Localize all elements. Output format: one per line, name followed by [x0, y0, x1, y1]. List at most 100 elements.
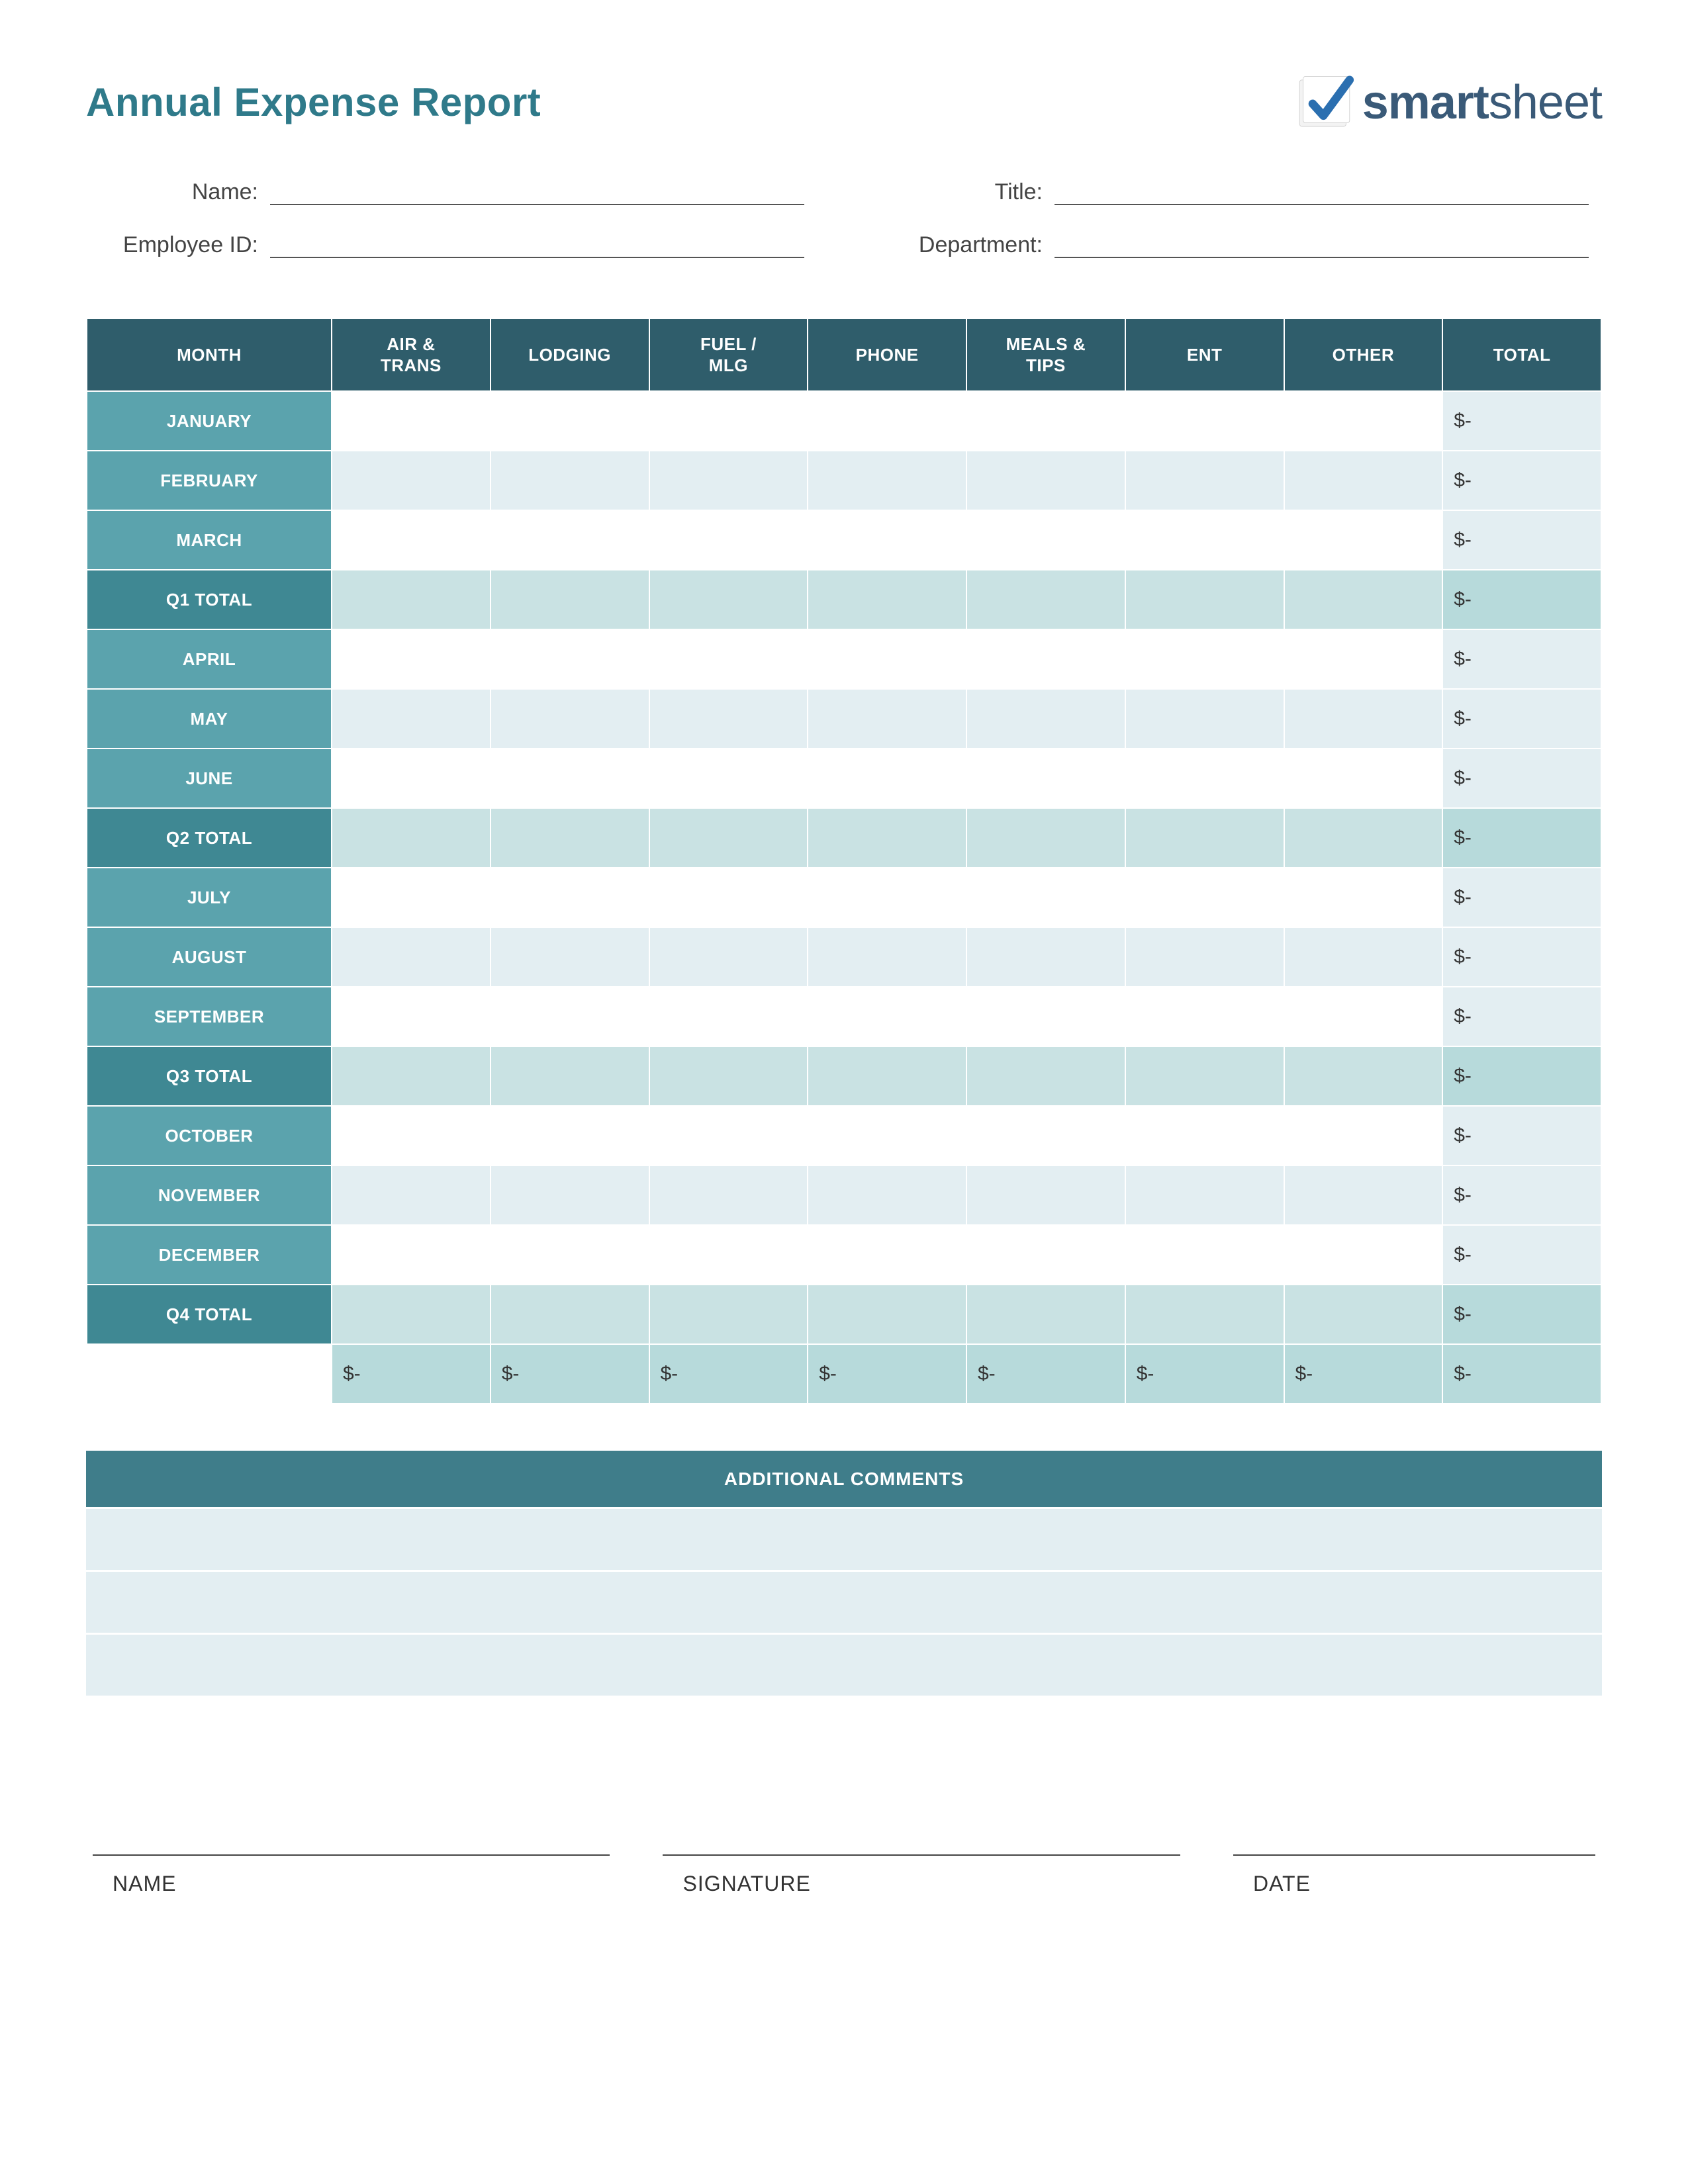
- expense-cell[interactable]: [491, 927, 649, 987]
- expense-cell[interactable]: [491, 1225, 649, 1285]
- expense-cell[interactable]: [1125, 629, 1284, 689]
- expense-cell[interactable]: [1125, 868, 1284, 927]
- expense-cell[interactable]: [491, 391, 649, 451]
- expense-cell[interactable]: [491, 868, 649, 927]
- expense-cell[interactable]: [808, 510, 966, 570]
- expense-cell[interactable]: [332, 1165, 491, 1225]
- name-input[interactable]: [270, 179, 804, 205]
- comments-row[interactable]: [86, 1507, 1602, 1570]
- expense-cell[interactable]: [332, 927, 491, 987]
- expense-cell[interactable]: [966, 629, 1125, 689]
- expense-cell[interactable]: [491, 629, 649, 689]
- expense-cell[interactable]: [649, 927, 808, 987]
- expense-cell[interactable]: [332, 987, 491, 1046]
- employee-id-input[interactable]: [270, 232, 804, 258]
- expense-cell[interactable]: [966, 868, 1125, 927]
- expense-cell[interactable]: [1125, 1165, 1284, 1225]
- expense-cell[interactable]: [332, 1225, 491, 1285]
- expense-cell[interactable]: [966, 451, 1125, 510]
- expense-cell[interactable]: [332, 510, 491, 570]
- expense-cell[interactable]: [808, 451, 966, 510]
- expense-cell[interactable]: [649, 1165, 808, 1225]
- expense-cell[interactable]: [1284, 927, 1443, 987]
- title-input[interactable]: [1055, 179, 1589, 205]
- expense-cell[interactable]: [1125, 749, 1284, 808]
- expense-cell[interactable]: [491, 1165, 649, 1225]
- expense-cell[interactable]: [1284, 510, 1443, 570]
- column-header: FUEL /MLG: [649, 318, 808, 391]
- comments-row[interactable]: [86, 1633, 1602, 1696]
- expense-cell[interactable]: [649, 1225, 808, 1285]
- expense-cell[interactable]: [332, 391, 491, 451]
- expense-cell[interactable]: [649, 749, 808, 808]
- expense-cell[interactable]: [966, 510, 1125, 570]
- expense-cell[interactable]: [1125, 391, 1284, 451]
- expense-cell[interactable]: [649, 510, 808, 570]
- expense-cell[interactable]: [1125, 987, 1284, 1046]
- expense-cell[interactable]: [1284, 1165, 1443, 1225]
- expense-cell[interactable]: [808, 987, 966, 1046]
- expense-cell[interactable]: [491, 689, 649, 749]
- expense-cell[interactable]: [966, 927, 1125, 987]
- table-row: FEBRUARY$-: [87, 451, 1601, 510]
- expense-cell[interactable]: [491, 451, 649, 510]
- expense-cell[interactable]: [1284, 1225, 1443, 1285]
- expense-cell[interactable]: [1125, 1106, 1284, 1165]
- expense-cell[interactable]: [1125, 1225, 1284, 1285]
- expense-cell[interactable]: [1284, 451, 1443, 510]
- expense-cell[interactable]: [649, 629, 808, 689]
- expense-cell[interactable]: [966, 1106, 1125, 1165]
- expense-cell[interactable]: [808, 1106, 966, 1165]
- expense-cell[interactable]: [808, 749, 966, 808]
- expense-cell[interactable]: [332, 1106, 491, 1165]
- expense-cell[interactable]: [1284, 629, 1443, 689]
- expense-cell[interactable]: [332, 868, 491, 927]
- expense-cell[interactable]: [966, 689, 1125, 749]
- expense-cell[interactable]: [649, 689, 808, 749]
- expense-cell[interactable]: [332, 749, 491, 808]
- signature-sig-line[interactable]: [663, 1854, 1180, 1856]
- expense-cell[interactable]: [966, 1165, 1125, 1225]
- expense-cell[interactable]: [491, 987, 649, 1046]
- expense-cell[interactable]: [966, 749, 1125, 808]
- expense-cell[interactable]: [332, 451, 491, 510]
- expense-cell[interactable]: [649, 451, 808, 510]
- expense-cell[interactable]: [808, 1225, 966, 1285]
- expense-cell[interactable]: [1284, 689, 1443, 749]
- expense-cell[interactable]: [1125, 510, 1284, 570]
- expense-cell[interactable]: [649, 987, 808, 1046]
- expense-cell[interactable]: [808, 927, 966, 987]
- expense-cell[interactable]: [1284, 987, 1443, 1046]
- expense-cell[interactable]: [966, 1225, 1125, 1285]
- department-input[interactable]: [1055, 232, 1589, 258]
- expense-cell[interactable]: [1284, 391, 1443, 451]
- expense-cell[interactable]: [808, 391, 966, 451]
- signature-date-line[interactable]: [1233, 1854, 1595, 1856]
- expense-cell[interactable]: [491, 510, 649, 570]
- row-total: $-: [1442, 451, 1601, 510]
- expense-cell[interactable]: [491, 1106, 649, 1165]
- expense-cell[interactable]: [1125, 927, 1284, 987]
- expense-cell[interactable]: [1125, 689, 1284, 749]
- expense-cell[interactable]: [808, 1165, 966, 1225]
- expense-cell[interactable]: [332, 689, 491, 749]
- expense-cell[interactable]: [649, 391, 808, 451]
- expense-cell[interactable]: [966, 987, 1125, 1046]
- expense-cell[interactable]: [1284, 868, 1443, 927]
- expense-cell[interactable]: [1284, 749, 1443, 808]
- expense-cell[interactable]: [808, 629, 966, 689]
- expense-cell[interactable]: [491, 749, 649, 808]
- signature-name-line[interactable]: [93, 1854, 610, 1856]
- expense-cell[interactable]: [966, 391, 1125, 451]
- expense-cell[interactable]: [808, 868, 966, 927]
- column-header: AIR &TRANS: [332, 318, 491, 391]
- expense-cell[interactable]: [1125, 451, 1284, 510]
- comments-row[interactable]: [86, 1570, 1602, 1633]
- expense-cell: [966, 570, 1125, 629]
- expense-cell[interactable]: [332, 629, 491, 689]
- expense-cell[interactable]: [1284, 1106, 1443, 1165]
- expense-cell[interactable]: [808, 689, 966, 749]
- expense-cell[interactable]: [649, 868, 808, 927]
- table-row: Q2 TOTAL$-: [87, 808, 1601, 868]
- expense-cell[interactable]: [649, 1106, 808, 1165]
